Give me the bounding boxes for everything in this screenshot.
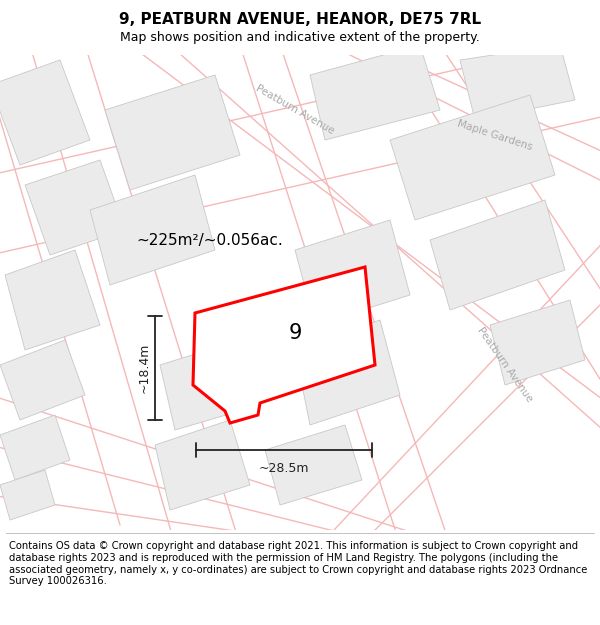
Polygon shape [0, 340, 85, 420]
Text: Map shows position and indicative extent of the property.: Map shows position and indicative extent… [120, 31, 480, 44]
Polygon shape [193, 267, 375, 423]
Polygon shape [105, 75, 240, 190]
Text: Peatburn Avenue: Peatburn Avenue [254, 84, 336, 136]
Text: ~18.4m: ~18.4m [138, 342, 151, 393]
Polygon shape [265, 425, 362, 505]
Polygon shape [0, 415, 70, 480]
Polygon shape [430, 200, 565, 310]
Text: 9: 9 [289, 323, 302, 343]
Polygon shape [295, 320, 400, 425]
Text: Maple Gardens: Maple Gardens [456, 118, 534, 152]
Polygon shape [25, 160, 125, 255]
Text: 9, PEATBURN AVENUE, HEANOR, DE75 7RL: 9, PEATBURN AVENUE, HEANOR, DE75 7RL [119, 12, 481, 27]
Polygon shape [490, 300, 585, 385]
Text: Contains OS data © Crown copyright and database right 2021. This information is : Contains OS data © Crown copyright and d… [9, 541, 587, 586]
Polygon shape [310, 45, 440, 140]
Text: ~28.5m: ~28.5m [259, 462, 309, 475]
Polygon shape [5, 250, 100, 350]
Polygon shape [0, 470, 55, 520]
Polygon shape [390, 95, 555, 220]
Polygon shape [155, 420, 250, 510]
Polygon shape [0, 60, 90, 165]
Polygon shape [460, 45, 575, 120]
Text: Peatburn Avenue: Peatburn Avenue [475, 326, 535, 404]
Polygon shape [295, 220, 410, 325]
Polygon shape [160, 340, 260, 430]
Text: ~225m²/~0.056ac.: ~225m²/~0.056ac. [137, 232, 283, 248]
Polygon shape [90, 175, 215, 285]
